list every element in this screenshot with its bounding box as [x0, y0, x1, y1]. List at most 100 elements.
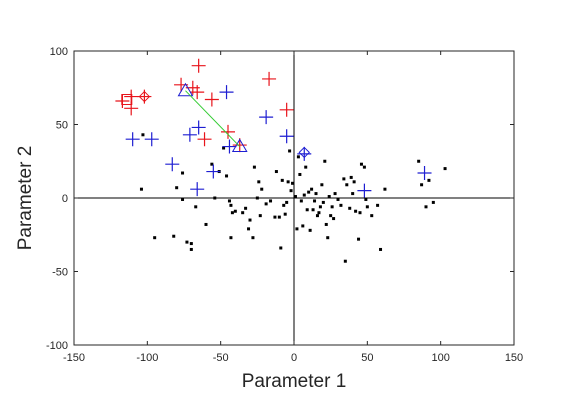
data-point-plus — [297, 146, 312, 161]
data-point-dot — [269, 199, 273, 203]
data-point-dot — [311, 208, 315, 212]
data-point-dot — [431, 200, 435, 204]
data-point-dot — [288, 149, 292, 153]
data-point-plus — [204, 92, 219, 107]
data-marks — [115, 58, 447, 263]
data-point-triangle — [231, 138, 248, 153]
data-point-dot — [229, 203, 233, 207]
data-point-dot — [359, 162, 363, 166]
data-point-dot — [241, 211, 245, 215]
data-point-dot — [277, 215, 281, 219]
data-point-dot — [172, 234, 176, 238]
data-point-dot — [317, 211, 321, 215]
data-point-dot — [141, 133, 145, 137]
data-point-dot — [299, 199, 303, 203]
data-point-dot — [349, 175, 353, 179]
data-point-plus — [279, 129, 294, 144]
y-tick-label: 0 — [62, 193, 68, 205]
data-point-dot — [175, 186, 179, 190]
data-point-dot — [365, 205, 369, 209]
data-point-dot — [283, 212, 287, 216]
data-point-dot — [255, 196, 259, 200]
data-point-square — [121, 94, 133, 106]
data-point-dot — [314, 192, 318, 196]
data-point-dot — [225, 174, 229, 178]
data-point-dot — [244, 206, 248, 210]
data-point-diamond — [298, 146, 310, 159]
data-point-dot — [379, 247, 383, 251]
x-tick-label: 150 — [505, 352, 523, 364]
data-point-dot — [326, 236, 330, 240]
data-point-dot — [427, 178, 431, 182]
data-point-dot — [291, 181, 295, 185]
data-point-plus — [259, 110, 274, 125]
data-point-dot — [194, 205, 198, 209]
data-point-dot — [252, 165, 256, 169]
data-point-dot — [230, 211, 234, 215]
data-point-dot — [327, 195, 331, 199]
data-point-dot — [424, 205, 428, 209]
data-point-dot — [286, 180, 290, 184]
data-point-plus — [262, 71, 277, 86]
data-point-dot — [289, 189, 293, 193]
data-point-dot — [285, 200, 289, 204]
data-point-dot — [323, 159, 327, 163]
data-point-plus — [190, 182, 205, 197]
y-axis-label: Parameter 2 — [15, 146, 36, 251]
data-point-plus — [124, 89, 139, 104]
y-axis-ticks: -100 -50 0 50 100 — [46, 46, 514, 352]
x-axis-ticks: -150 -100 -50 0 50 100 150 — [63, 51, 523, 364]
data-point-dot — [295, 227, 299, 231]
data-point-dot — [248, 218, 252, 222]
data-point-dot — [352, 180, 356, 184]
data-point-dot — [357, 237, 361, 241]
data-point-plus — [206, 164, 221, 179]
data-point-plus — [357, 183, 372, 198]
data-point-dot — [301, 224, 305, 228]
data-point-dot — [443, 167, 447, 171]
x-tick-label: -50 — [213, 352, 229, 364]
data-point-dot — [280, 178, 284, 182]
data-point-dot — [313, 199, 317, 203]
data-point-dot — [351, 192, 355, 196]
data-point-plus — [279, 102, 294, 117]
data-point-dot — [273, 215, 277, 219]
data-point-dot — [332, 217, 336, 221]
data-point-dot — [315, 214, 319, 218]
data-point-dot — [376, 203, 380, 207]
data-point-dot — [336, 197, 340, 201]
data-point-dot — [258, 214, 262, 218]
x-tick-label: 0 — [291, 352, 297, 364]
data-point-dot — [307, 190, 311, 194]
x-tick-label: -100 — [136, 352, 158, 364]
data-point-plus — [191, 120, 206, 135]
data-point-dot — [330, 205, 334, 209]
data-point-plus — [165, 157, 180, 172]
data-point-dot — [348, 206, 352, 210]
data-point-dot — [329, 214, 333, 218]
data-point-dot — [383, 187, 387, 191]
y-tick-label: -50 — [52, 267, 68, 279]
data-point-plus — [144, 132, 159, 147]
data-point-dot — [370, 214, 374, 218]
data-point-dot — [362, 165, 366, 169]
data-point-dot — [251, 236, 255, 240]
data-point-dot — [310, 187, 314, 191]
data-point-dot — [260, 187, 264, 191]
data-point-dot — [185, 240, 189, 244]
data-point-dot — [227, 199, 231, 203]
data-point-plus — [124, 101, 139, 116]
connector-line — [185, 90, 241, 147]
data-point-dot — [302, 193, 306, 197]
data-point-dot — [274, 170, 278, 174]
data-point-dot — [257, 180, 261, 184]
data-point-dot — [139, 187, 143, 191]
data-point-dot — [298, 172, 302, 176]
data-point-dot — [339, 203, 343, 207]
data-point-dot — [320, 183, 324, 187]
data-point-plus — [221, 124, 235, 139]
data-point-dot — [279, 246, 283, 250]
data-point-dot — [417, 159, 421, 163]
data-point-dot — [213, 196, 217, 200]
